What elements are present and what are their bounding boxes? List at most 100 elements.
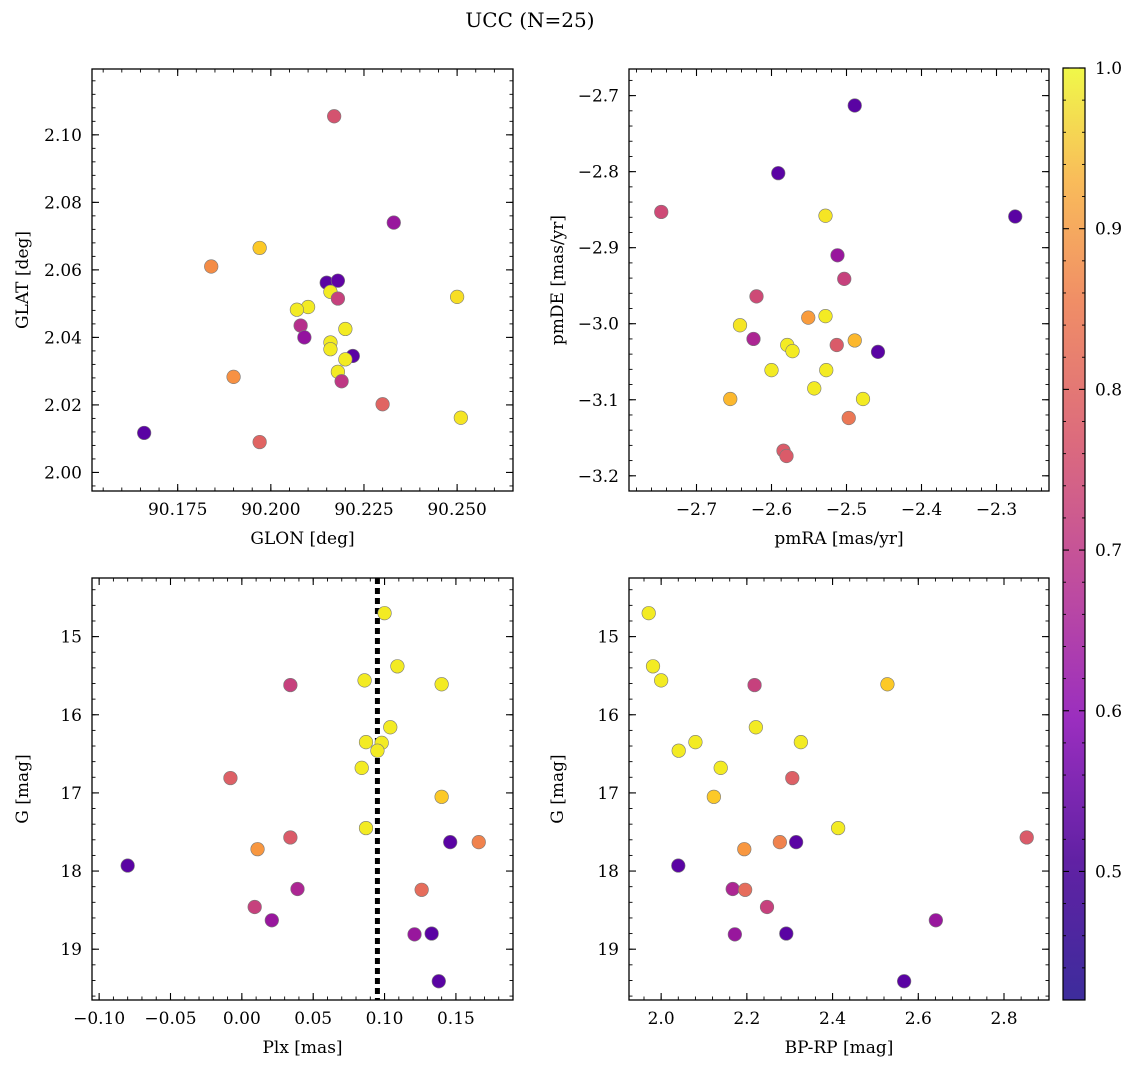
data-point <box>818 309 833 324</box>
data-point <box>204 259 219 274</box>
data-point <box>377 606 392 621</box>
data-point <box>807 381 822 396</box>
colorbar-bar <box>1062 67 1086 1001</box>
y-tick-label: −2.8 <box>578 163 619 183</box>
data-point <box>407 927 422 942</box>
x-axis-label: BP-RP [mag] <box>785 1038 894 1058</box>
data-point <box>748 720 763 735</box>
data-point <box>289 302 305 317</box>
colorbar-tick-label: 0.6 <box>1095 702 1122 722</box>
y-tick-label: 17 <box>597 784 619 804</box>
data-point <box>414 882 429 897</box>
data-point <box>370 743 385 758</box>
data-point <box>223 770 238 786</box>
x-tick-label: 2.2 <box>733 1009 760 1029</box>
data-point <box>928 913 943 928</box>
data-point <box>247 899 262 915</box>
y-tick-label: 16 <box>60 706 82 726</box>
data-point <box>732 318 748 333</box>
y-tick-label: −2.7 <box>578 87 619 107</box>
scatter-panel: −0.10 −0.05 0.00 0.05 0.10 0.15 15 16 17 18 19 Plx … <box>13 577 514 1058</box>
data-point <box>383 720 398 735</box>
data-point <box>338 321 353 337</box>
data-point <box>764 363 779 378</box>
x-tick-label: −0.10 <box>73 1009 125 1029</box>
data-point <box>641 606 656 621</box>
y-tick-label: 2.04 <box>44 328 82 348</box>
data-point <box>338 352 353 367</box>
x-tick-label: 90.225 <box>334 500 393 520</box>
data-point <box>450 289 465 304</box>
data-point <box>434 677 449 692</box>
data-point <box>297 330 312 345</box>
x-tick-label: −2.5 <box>826 500 867 520</box>
panels: 90.175 90.200 90.225 90.250 2.00 2.02 2.04 2.06… <box>13 68 1050 1058</box>
data-point <box>252 240 267 256</box>
data-point <box>725 881 740 897</box>
plot-frame <box>628 68 1050 492</box>
data-point <box>471 835 486 850</box>
data-point <box>264 913 279 928</box>
y-tick-label: 17 <box>60 784 82 804</box>
data-point <box>290 881 305 897</box>
data-point <box>252 434 267 450</box>
y-tick-label: 19 <box>597 940 619 960</box>
x-axis-label: pmRA [mas/yr] <box>774 529 903 549</box>
data-point <box>453 410 468 425</box>
data-point <box>880 677 895 692</box>
data-point <box>830 248 845 263</box>
x-tick-label: 2.0 <box>648 1009 675 1029</box>
y-tick-label: 16 <box>597 706 619 726</box>
colorbar-tick-label: 0.8 <box>1095 380 1122 400</box>
x-tick-label: 0.15 <box>437 1009 475 1029</box>
data-point <box>323 342 338 357</box>
y-tick-label: −3.2 <box>578 467 619 487</box>
x-tick-label: 90.200 <box>241 500 300 520</box>
x-tick-label: 0.05 <box>294 1009 332 1029</box>
x-tick-label: 0.00 <box>223 1009 261 1029</box>
data-point <box>801 310 816 325</box>
x-tick-label: −2.4 <box>901 500 942 520</box>
x-tick-label: −2.6 <box>751 500 792 520</box>
x-tick-label: 2.6 <box>905 1009 932 1029</box>
y-tick-label: 2.02 <box>44 396 82 416</box>
data-point <box>375 397 390 412</box>
data-point <box>793 735 808 750</box>
x-tick-label: 2.8 <box>990 1009 1017 1029</box>
y-axis-label: G [mag] <box>548 754 568 823</box>
data-point <box>358 735 374 750</box>
x-tick-label: 2.4 <box>819 1009 846 1029</box>
data-point <box>779 926 794 941</box>
data-point <box>1008 209 1023 224</box>
colorbar: 0.5 0.6 0.7 0.8 0.9 1.0 <box>1062 59 1122 1001</box>
plot-frame <box>91 68 514 492</box>
x-tick-label: 90.250 <box>427 500 486 520</box>
y-tick-label: 18 <box>60 862 82 882</box>
x-tick-label: −2.3 <box>976 500 1017 520</box>
y-tick-label: 2.10 <box>44 126 82 146</box>
data-point <box>443 835 458 850</box>
data-point <box>737 842 752 857</box>
x-axis-label: GLON [deg] <box>250 529 354 549</box>
y-tick-label: −3.1 <box>578 391 619 411</box>
scatter-panel: 2.0 2.2 2.4 2.6 2.8 15 16 17 18 19 BP-RP [mag] G [m… <box>548 577 1050 1058</box>
data-point <box>847 333 862 348</box>
data-point <box>226 369 241 384</box>
y-axis-label: G [mag] <box>13 754 33 823</box>
data-point <box>390 659 405 674</box>
data-point <box>330 291 345 306</box>
data-point <box>120 858 135 873</box>
data-point <box>386 215 401 230</box>
scatter-panel: −2.7 −2.6 −2.5 −2.4 −2.3 −3.2 −3.1 −3.0 −2.9 −2.8… <box>548 68 1050 549</box>
data-point <box>357 673 372 688</box>
x-axis-label: Plx [mas] <box>262 1038 342 1058</box>
data-point <box>870 344 886 359</box>
data-point <box>747 677 762 693</box>
data-point <box>847 98 862 113</box>
data-point <box>785 343 800 359</box>
data-point <box>654 204 669 220</box>
data-point <box>831 820 846 836</box>
data-point <box>283 677 298 693</box>
data-point <box>431 974 446 989</box>
